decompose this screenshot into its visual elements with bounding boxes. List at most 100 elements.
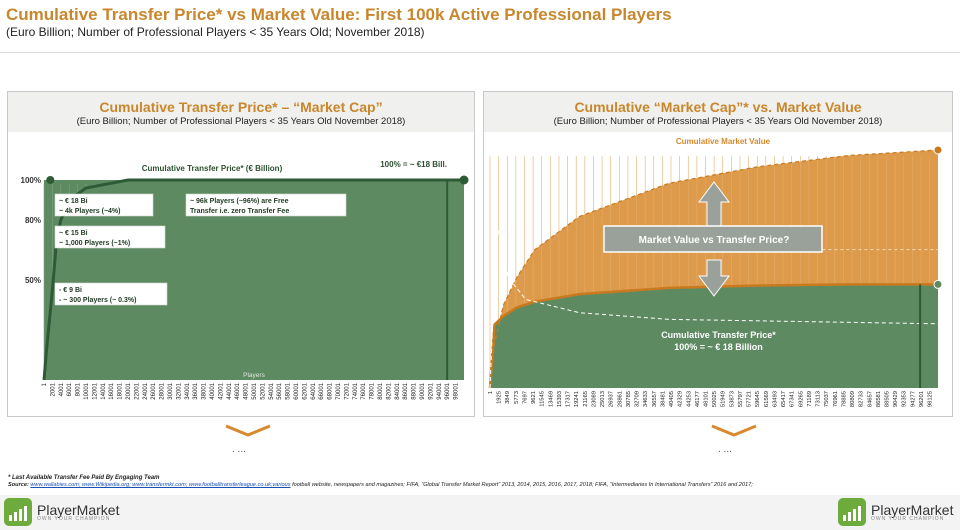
x-tick-label: 18001	[118, 382, 124, 399]
annotation-18bi-text: ~ 4k Players (~4%)	[59, 208, 121, 215]
source-links[interactable]: www.wallabies.com; www.Wikipedia.org; ww…	[30, 482, 291, 488]
y-tick-label: 100%	[21, 176, 41, 185]
x-tick-label: 26937	[609, 391, 615, 407]
annotation-9bi-box	[54, 282, 168, 306]
x-tick-label: 5773	[514, 391, 520, 404]
x-tick-label: 48001	[244, 382, 250, 399]
data-point	[933, 145, 943, 155]
x-tick-label: 38001	[202, 382, 208, 399]
arrow-down-icon	[698, 259, 730, 297]
x-tick-label: 82001	[386, 382, 392, 399]
right-panel-header: Cumulative “Market Cap”* vs. Market Valu…	[484, 92, 952, 132]
data-point	[459, 175, 469, 185]
x-tick-label: 30785	[626, 391, 632, 407]
x-tick-label: 84657	[867, 391, 873, 407]
x-tick-label: 55797	[738, 391, 744, 407]
x-tick-label: 48101	[703, 391, 709, 407]
left-chart-panel: Cumulative Transfer Price* – “Market Cap…	[7, 91, 475, 417]
x-tick-label: 73113	[816, 391, 822, 407]
brand-name: PlayerMarket	[37, 501, 120, 518]
annotation-15bi-box	[54, 225, 166, 249]
x-tick-label: 78885	[841, 391, 847, 407]
page-subtitle: (Euro Billion; Number of Professional Pl…	[6, 25, 425, 39]
x-tick-label: 21165	[583, 391, 589, 407]
x-tick-label: 78001	[370, 382, 376, 399]
x-tick-label: 80809	[850, 391, 856, 407]
x-tick-label: 71189	[807, 391, 813, 407]
x-tick-label: 69265	[798, 391, 804, 407]
chart-annotation: 100% = ~ €18 Bill.	[380, 160, 447, 169]
x-tick-label: 62001	[302, 382, 308, 399]
x-tick-label: 94277	[910, 391, 916, 407]
x-tick-label: 7697	[522, 391, 528, 404]
left-panel-title: Cumulative Transfer Price* – “Market Cap…	[99, 99, 383, 115]
chevron-down-icon[interactable]	[710, 424, 758, 438]
x-tick-label: 10001	[84, 382, 90, 399]
annotation-18bi-text: ~ € 18 Bi	[59, 198, 88, 205]
x-tick-label: 28861	[617, 391, 623, 407]
x-tick-label: 98125	[928, 391, 934, 407]
right-chart: Cumulative Market Value Market Value vs T…	[488, 137, 943, 407]
x-tick-label: 88001	[412, 382, 418, 399]
brand-tagline: OWN YOUR CHAMPION	[871, 515, 945, 522]
x-tick-label: 50025	[712, 391, 718, 407]
chart-title: Cumulative Transfer Price* (€ Billion)	[142, 164, 283, 173]
x-tick-label: 86001	[403, 382, 409, 399]
x-tick-label: 82733	[859, 391, 865, 407]
x-tick-label: 76001	[361, 382, 367, 399]
x-tick-label: 61569	[764, 391, 770, 407]
x-tick-label: 44001	[227, 382, 233, 399]
x-tick-label: 40405	[669, 391, 675, 407]
x-tick-label: 9621	[531, 391, 537, 404]
x-tick-label: 13469	[548, 391, 554, 407]
x-tick-label: 74001	[353, 382, 359, 399]
x-tick-label: 56001	[277, 382, 283, 399]
x-tick-label: 60001	[294, 382, 300, 399]
x-tick-label: 96001	[445, 382, 451, 399]
x-tick-label: 19241	[574, 391, 580, 407]
x-tick-label: 3849	[505, 391, 511, 404]
annotation-transfer-price: 100% = ~ € 18 Billion	[674, 342, 763, 352]
x-tick-label: 42001	[218, 382, 224, 399]
x-tick-label: 32709	[635, 391, 641, 407]
more-indicator: . ...	[232, 444, 246, 455]
right-panel-title: Cumulative “Market Cap”* vs. Market Valu…	[574, 99, 862, 115]
x-tick-label: 40001	[210, 382, 216, 399]
source-note: Source: www.wallabies.com; www.Wikipedia…	[8, 482, 753, 488]
x-tick-label: 26001	[151, 382, 157, 399]
x-tick-label: 63493	[772, 391, 778, 407]
x-tick-label: 84001	[395, 382, 401, 399]
brand-logo[interactable]: PlayerMarket OWN YOUR CHAMPION	[4, 497, 119, 527]
source-label: Source:	[8, 482, 31, 488]
page-title: Cumulative Transfer Price* vs Market Val…	[6, 5, 672, 24]
x-tick-label: 76961	[833, 391, 839, 407]
x-axis-label: Players	[243, 372, 265, 379]
chevron-down-icon[interactable]	[224, 424, 272, 438]
x-tick-label: 46001	[235, 382, 241, 399]
logo-bars-icon	[838, 498, 866, 526]
x-tick-label: 20001	[126, 382, 132, 399]
x-tick-label: 34001	[185, 382, 191, 399]
annotation-15bi-text: ~ € 15 Bi	[59, 230, 88, 237]
more-indicator: . ...	[718, 444, 732, 455]
annotation-free-transfer-box	[185, 193, 347, 217]
footer-bar	[0, 495, 960, 530]
x-tick-label: 96201	[919, 391, 925, 407]
y-tick-label: 50%	[25, 276, 41, 285]
x-tick-label: 34633	[643, 391, 649, 407]
annotation-9bi-text: - ~ 300 Players (~ 0.3%)	[59, 297, 136, 304]
x-tick-label: 1925	[497, 391, 503, 404]
data-point	[933, 279, 943, 289]
brand-logo[interactable]: PlayerMarket OWN YOUR CHAMPION	[838, 497, 953, 527]
x-tick-label: 52001	[260, 382, 266, 399]
x-tick-label: 54001	[269, 382, 275, 399]
x-tick-label: 58001	[286, 382, 292, 399]
x-tick-label: 36001	[193, 382, 199, 399]
data-point	[46, 176, 55, 184]
annotation-free-transfer-text: Transfer i.e. zero Transfer Fee	[190, 208, 289, 215]
x-tick-label: 44253	[686, 391, 692, 407]
x-tick-label: 86581	[876, 391, 882, 407]
x-tick-label: 24001	[143, 382, 149, 399]
left-panel-subtitle: (Euro Billion; Number of Professional Pl…	[76, 116, 406, 127]
